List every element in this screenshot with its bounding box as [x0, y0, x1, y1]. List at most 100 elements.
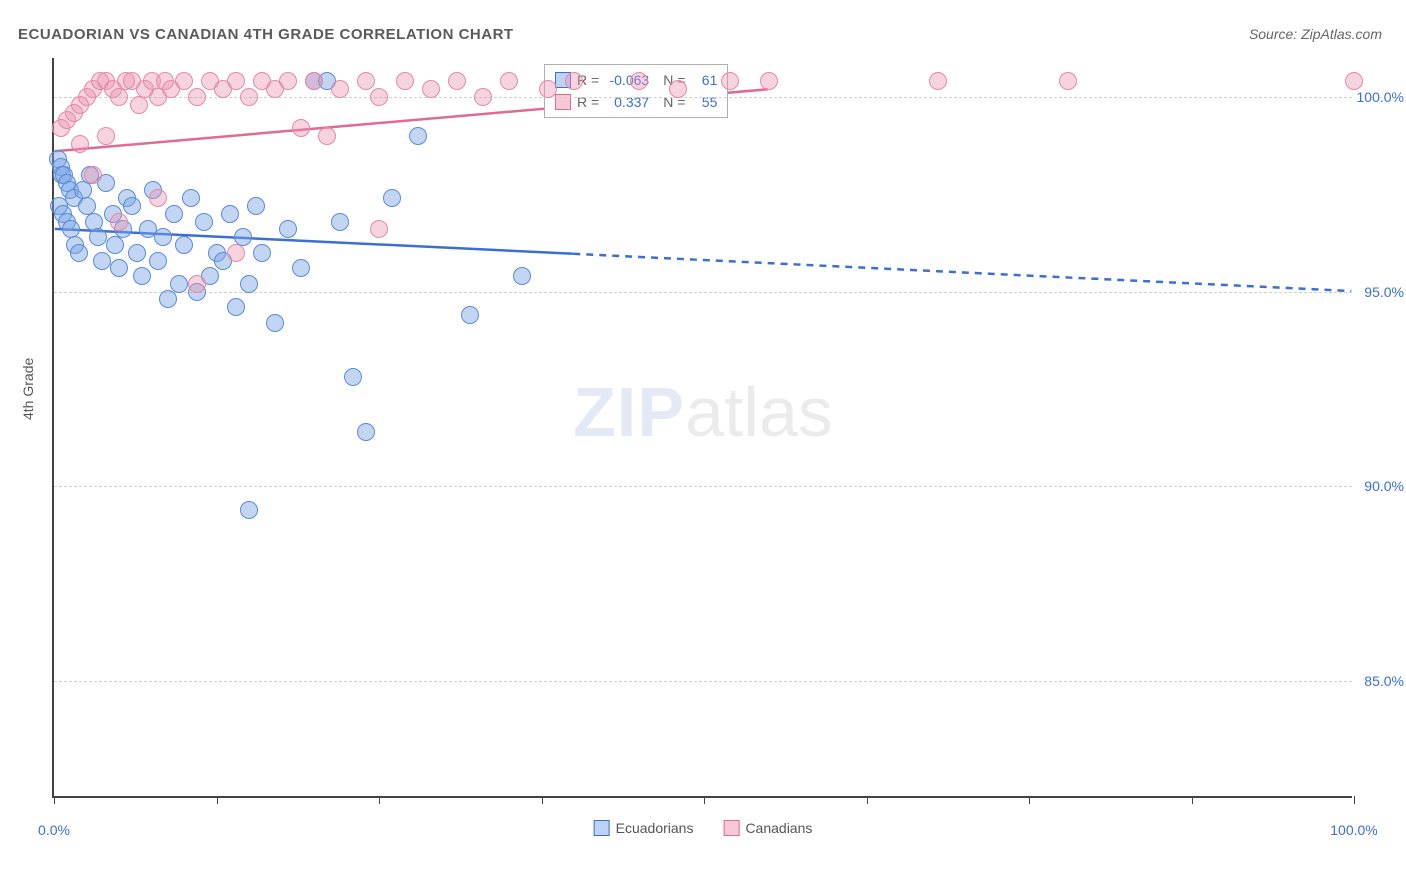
y-tick-label: 85.0% — [1356, 673, 1404, 689]
data-point — [500, 72, 518, 90]
data-point — [240, 88, 258, 106]
data-point — [279, 220, 297, 238]
data-point — [84, 166, 102, 184]
stat-n-value: 61 — [691, 69, 717, 91]
data-point — [188, 275, 206, 293]
data-point — [292, 259, 310, 277]
watermark: ZIPatlas — [573, 372, 833, 452]
data-point — [149, 252, 167, 270]
data-point — [383, 189, 401, 207]
x-tick-label: 100.0% — [1330, 822, 1377, 838]
data-point — [565, 72, 583, 90]
y-tick-label: 90.0% — [1356, 478, 1404, 494]
stat-r-value: 0.337 — [605, 91, 649, 113]
data-point — [188, 88, 206, 106]
data-point — [221, 205, 239, 223]
legend: Ecuadorians Canadians — [594, 820, 813, 836]
data-point — [159, 290, 177, 308]
data-point — [175, 72, 193, 90]
data-point — [292, 119, 310, 137]
data-point — [422, 80, 440, 98]
data-point — [370, 88, 388, 106]
legend-label: Ecuadorians — [616, 820, 694, 836]
data-point — [630, 72, 648, 90]
data-point — [344, 368, 362, 386]
stat-row: R =0.337N =55 — [555, 91, 717, 113]
plot-area: ZIPatlas R =-0.063N =61R =0.337N =55 Ecu… — [52, 58, 1352, 798]
data-point — [227, 72, 245, 90]
data-point — [253, 244, 271, 262]
data-point — [448, 72, 466, 90]
data-point — [70, 244, 88, 262]
legend-item: Canadians — [723, 820, 812, 836]
y-tick-label: 100.0% — [1356, 89, 1404, 105]
data-point — [370, 220, 388, 238]
data-point — [128, 244, 146, 262]
data-point — [266, 314, 284, 332]
source-label: Source: ZipAtlas.com — [1249, 26, 1382, 42]
data-point — [71, 135, 89, 153]
data-point — [513, 267, 531, 285]
data-point — [305, 72, 323, 90]
data-point — [929, 72, 947, 90]
legend-swatch — [723, 820, 739, 836]
data-point — [227, 298, 245, 316]
y-tick-label: 95.0% — [1356, 284, 1404, 300]
data-point — [240, 275, 258, 293]
data-point — [669, 80, 687, 98]
x-tick-label: 0.0% — [38, 822, 70, 838]
data-point — [130, 96, 148, 114]
legend-label: Canadians — [745, 820, 812, 836]
stat-r-label: R = — [577, 91, 599, 113]
data-point — [110, 213, 128, 231]
data-point — [331, 213, 349, 231]
x-tick — [379, 796, 380, 804]
data-point — [93, 252, 111, 270]
data-point — [170, 275, 188, 293]
legend-swatch — [594, 820, 610, 836]
data-point — [227, 244, 245, 262]
data-point — [106, 236, 124, 254]
watermark-zip: ZIP — [573, 373, 685, 451]
data-point — [760, 72, 778, 90]
data-point — [539, 80, 557, 98]
x-tick — [704, 796, 705, 804]
chart-title: ECUADORIAN VS CANADIAN 4TH GRADE CORRELA… — [18, 26, 514, 43]
trend-lines-svg — [54, 58, 1352, 796]
x-tick — [867, 796, 868, 804]
y-axis-label: 4th Grade — [20, 358, 36, 420]
data-point — [133, 267, 151, 285]
legend-item: Ecuadorians — [594, 820, 694, 836]
trend-line-dashed — [573, 254, 1351, 291]
data-point — [357, 423, 375, 441]
data-point — [182, 189, 200, 207]
data-point — [165, 205, 183, 223]
stat-n-value: 55 — [691, 91, 717, 113]
data-point — [1345, 72, 1363, 90]
x-tick — [54, 796, 55, 804]
data-point — [97, 127, 115, 145]
gridline — [54, 486, 1352, 487]
x-tick — [217, 796, 218, 804]
x-tick — [542, 796, 543, 804]
x-tick — [1354, 796, 1355, 804]
data-point — [154, 228, 172, 246]
data-point — [474, 88, 492, 106]
data-point — [89, 228, 107, 246]
x-tick — [1029, 796, 1030, 804]
data-point — [175, 236, 193, 254]
data-point — [396, 72, 414, 90]
data-point — [318, 127, 336, 145]
data-point — [247, 197, 265, 215]
data-point — [461, 306, 479, 324]
watermark-atlas: atlas — [685, 373, 833, 451]
data-point — [331, 80, 349, 98]
data-point — [409, 127, 427, 145]
data-point — [195, 213, 213, 231]
data-point — [110, 88, 128, 106]
data-point — [110, 259, 128, 277]
gridline — [54, 681, 1352, 682]
x-tick — [1192, 796, 1193, 804]
data-point — [279, 72, 297, 90]
data-point — [123, 197, 141, 215]
